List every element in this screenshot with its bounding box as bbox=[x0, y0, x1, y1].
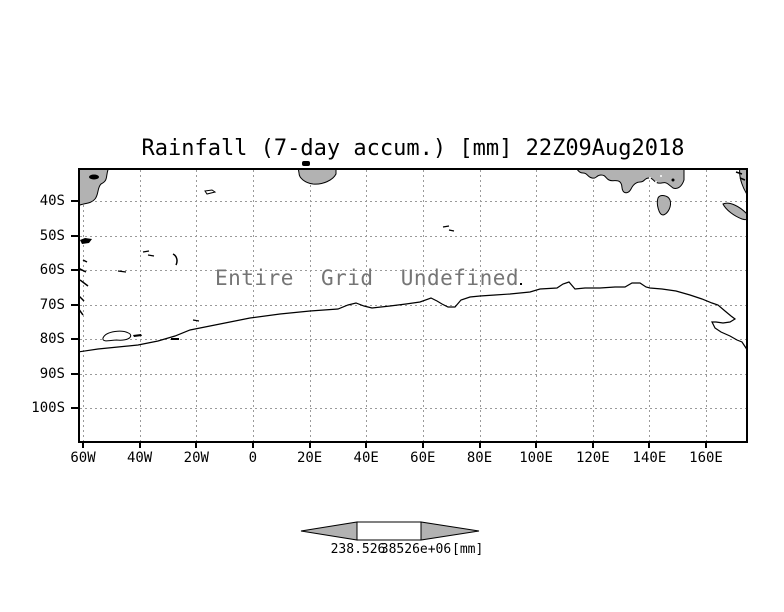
x-tick bbox=[251, 443, 254, 448]
map-plot-area: Entire Grid Undefined bbox=[78, 168, 748, 443]
gridline-vertical bbox=[422, 170, 424, 441]
australia-dot bbox=[671, 178, 675, 182]
x-axis: 60W 40W 20W 0 20E 40E 60E 80E 100E 120E 140E 160E bbox=[70, 443, 746, 469]
x-tick bbox=[365, 443, 368, 448]
colorbar-box bbox=[356, 521, 422, 541]
y-tick-label: 80S bbox=[39, 331, 65, 347]
falkland-islands bbox=[80, 238, 92, 244]
y-tick-label: 50S bbox=[39, 227, 65, 244]
x-tick-label: 20E bbox=[296, 450, 323, 466]
y-tick bbox=[71, 407, 78, 409]
y-tick bbox=[71, 338, 78, 340]
x-tick-label: 140E bbox=[632, 450, 667, 466]
gridline-horizontal bbox=[80, 373, 746, 375]
gridline-horizontal bbox=[80, 408, 746, 409]
tasmania-island bbox=[656, 195, 671, 216]
gridline-vertical bbox=[479, 170, 481, 441]
x-tick bbox=[535, 443, 538, 448]
y-tick bbox=[71, 372, 78, 375]
x-tick bbox=[195, 443, 198, 448]
new-zealand-north-island bbox=[739, 170, 746, 194]
x-tick-label: 60W bbox=[70, 450, 96, 466]
y-tick bbox=[71, 234, 78, 237]
x-tick-label: 40E bbox=[353, 450, 379, 466]
grid-layer: Entire Grid Undefined bbox=[80, 170, 746, 441]
antarctic-coastline bbox=[80, 281, 746, 353]
gridline-horizontal bbox=[80, 270, 746, 271]
island-marks bbox=[142, 250, 155, 257]
colorbar-units-label: [mm] bbox=[452, 542, 484, 557]
gridline-vertical bbox=[83, 170, 84, 441]
south-georgia-island bbox=[172, 253, 178, 266]
x-tick bbox=[138, 443, 141, 448]
y-tick-label: 70S bbox=[39, 296, 65, 313]
gridline-horizontal bbox=[80, 304, 746, 306]
coast-dash bbox=[133, 334, 142, 337]
y-tick-label: 40S bbox=[39, 193, 65, 209]
x-tick bbox=[82, 443, 84, 448]
south-america-lake bbox=[89, 174, 99, 180]
y-tick-label: 100S bbox=[31, 400, 65, 416]
plot-title: Rainfall (7-day accum.) [mm] 22Z09Aug201… bbox=[141, 136, 685, 161]
coast-dash bbox=[171, 338, 179, 340]
x-tick bbox=[421, 443, 424, 448]
y-tick-label: 90S bbox=[39, 365, 65, 382]
island-dot bbox=[520, 283, 522, 285]
australia-speckle bbox=[655, 181, 657, 183]
x-tick-label: 80E bbox=[466, 450, 493, 466]
x-tick-label: 120E bbox=[575, 450, 610, 466]
y-tick bbox=[71, 303, 78, 306]
australia-landmass bbox=[576, 170, 685, 194]
y-axis: 40S 50S 60S 70S 80S 90S 100S bbox=[0, 170, 78, 441]
antarctic-peninsula-marks bbox=[80, 259, 89, 316]
gridline-vertical bbox=[706, 170, 707, 441]
gridline-vertical bbox=[196, 170, 198, 441]
y-tick bbox=[71, 269, 78, 271]
x-tick-label: 0 bbox=[248, 450, 258, 466]
island-dash bbox=[117, 270, 127, 273]
gridline-vertical bbox=[536, 170, 538, 441]
colorbar-label-min: 238.526 bbox=[330, 542, 386, 557]
australia-speckle bbox=[649, 177, 651, 179]
coast-dash bbox=[192, 319, 200, 322]
x-tick bbox=[648, 443, 651, 448]
island-outline bbox=[204, 189, 217, 195]
x-tick-label: 60E bbox=[410, 450, 436, 466]
australia-speckle bbox=[660, 175, 662, 177]
colorbar-label-max: 38526e+06 bbox=[380, 542, 452, 557]
south-america-landmass bbox=[80, 170, 109, 206]
africa-landmass bbox=[297, 170, 337, 185]
gridline-vertical bbox=[592, 170, 594, 441]
map-svg bbox=[80, 170, 746, 353]
x-tick-label: 100E bbox=[519, 450, 553, 466]
x-tick-label: 160E bbox=[689, 450, 723, 466]
ice-shelf-loop bbox=[102, 330, 132, 342]
x-tick-label: 40W bbox=[126, 450, 153, 466]
undefined-message: Entire Grid Undefined bbox=[215, 266, 520, 290]
new-zealand-south-island bbox=[722, 202, 746, 220]
new-zealand-coast-marks bbox=[735, 171, 746, 181]
gridline-horizontal bbox=[80, 235, 746, 237]
gridline-vertical bbox=[139, 170, 141, 441]
gridline-horizontal bbox=[80, 201, 746, 202]
x-tick bbox=[591, 443, 594, 448]
colorbar-right-arrow bbox=[420, 521, 480, 541]
x-tick bbox=[308, 443, 311, 448]
y-tick bbox=[71, 200, 78, 202]
x-tick bbox=[478, 443, 481, 448]
gridline-vertical bbox=[309, 170, 311, 441]
island-marks bbox=[442, 225, 455, 232]
gridline-horizontal bbox=[80, 339, 746, 340]
colorbar-left-arrow bbox=[300, 521, 358, 541]
africa-coast-fragment bbox=[302, 161, 310, 166]
gridline-vertical bbox=[366, 170, 368, 441]
colorbar bbox=[300, 521, 480, 541]
gridline-vertical bbox=[649, 170, 651, 441]
gridline-vertical bbox=[252, 170, 254, 441]
x-tick bbox=[705, 443, 707, 448]
x-tick-label: 20W bbox=[183, 450, 209, 466]
y-tick-label: 60S bbox=[39, 262, 65, 278]
